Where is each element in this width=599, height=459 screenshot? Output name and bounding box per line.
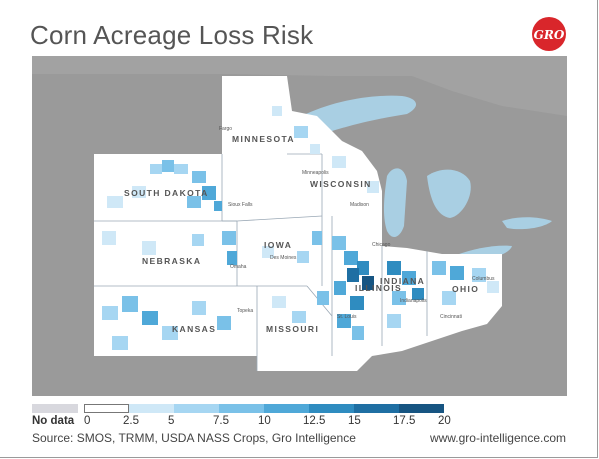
city-label: Sioux Falls: [228, 202, 253, 208]
state-label-minnesota: MINNESOTA: [232, 134, 295, 144]
city-label: Cincinnati: [440, 314, 462, 320]
source-text: Source: SMOS, TRMM, USDA NASS Crops, Gro…: [32, 431, 356, 445]
choropleth-map: MINNESOTA WISCONSIN SOUTH DAKOTA IOWA NE…: [32, 56, 567, 396]
legend-nodata-label: No data: [32, 415, 75, 427]
legend-swatch: [309, 404, 354, 413]
city-label: Topeka: [237, 308, 253, 314]
state-label-wisconsin: WISCONSIN: [310, 179, 372, 189]
svg-text:GRO: GRO: [534, 28, 565, 42]
state-label-kansas: KANSAS: [172, 324, 216, 334]
canada-region: [32, 56, 567, 116]
lake-ontario: [502, 217, 552, 230]
city-label: Indianapolis: [400, 298, 427, 304]
legend-tick-label: 15: [348, 415, 361, 427]
legend-swatch: [264, 404, 309, 413]
state-label-missouri: MISSOURI: [266, 324, 319, 334]
legend-nodata-swatch: [32, 404, 78, 413]
city-label: Columbus: [472, 276, 495, 282]
legend-swatch: [84, 404, 129, 413]
city-label: Fargo: [219, 126, 232, 132]
city-label: Omaha: [230, 264, 247, 270]
legend-tick-label: 5: [168, 415, 175, 427]
legend-tick-label: 2.5: [123, 415, 139, 427]
lake-huron: [427, 169, 471, 218]
legend-tick-label: 12.5: [303, 415, 326, 427]
legend-tick-label: 0: [84, 415, 91, 427]
legend-tick-label: 17.5: [393, 415, 416, 427]
map-title: Corn Acreage Loss Risk: [30, 20, 314, 50]
city-label: Minneapolis: [302, 170, 329, 176]
state-label-nebraska: NEBRASKA: [142, 256, 201, 266]
website-url: www.gro-intelligence.com: [429, 431, 566, 445]
city-label: Madison: [350, 202, 369, 208]
legend-tick-label: 7.5: [213, 415, 229, 427]
city-label: St. Louis: [337, 314, 357, 320]
gro-logo: GRO: [532, 17, 566, 51]
legend-swatch: [174, 404, 219, 413]
state-label-ohio: OHIO: [452, 284, 479, 294]
city-label: Des Moines: [270, 255, 297, 261]
lake-superior: [302, 95, 417, 133]
legend-swatch: [399, 404, 444, 413]
state-label-iowa: IOWA: [264, 240, 292, 250]
state-label-illinois: ILLINOIS: [355, 283, 402, 293]
state-label-indiana: INDIANA: [380, 276, 425, 286]
legend-swatch: [354, 404, 399, 413]
legend-tick-label: 20: [438, 415, 451, 427]
legend-swatch: [219, 404, 264, 413]
city-label: Chicago: [372, 242, 391, 248]
risk-cells: [102, 106, 499, 350]
state-label-south-dakota: SOUTH DAKOTA: [124, 188, 209, 198]
legend-tick-label: 10: [258, 415, 271, 427]
legend-swatch: [129, 404, 174, 413]
lake-michigan: [383, 168, 407, 238]
